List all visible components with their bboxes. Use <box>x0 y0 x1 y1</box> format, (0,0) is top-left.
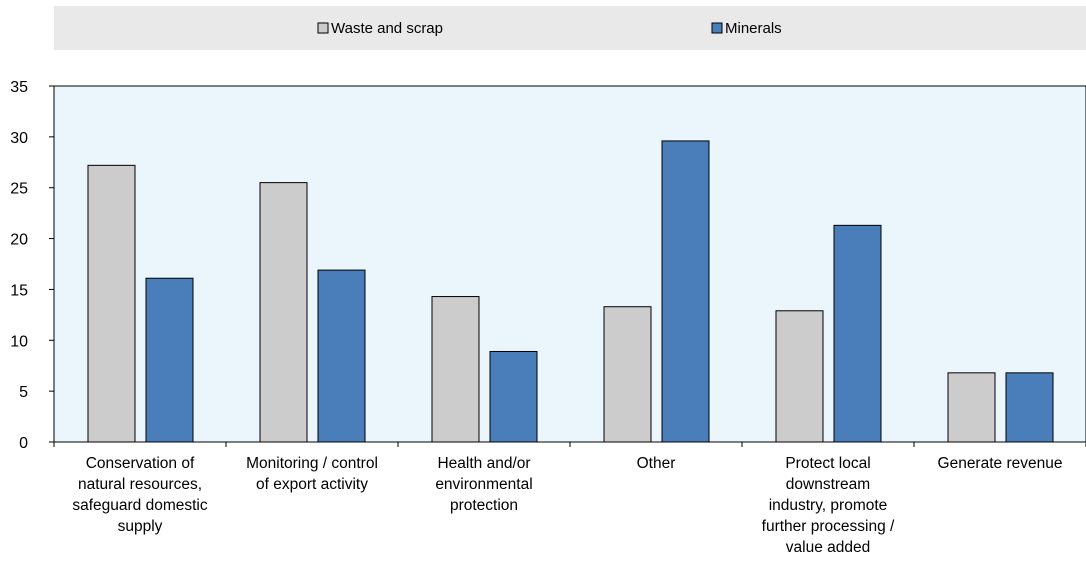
bar <box>431 296 480 443</box>
y-tick-label: 30 <box>10 130 28 147</box>
bars <box>87 140 1054 443</box>
x-category-label: Other <box>637 455 676 472</box>
bar <box>947 372 996 443</box>
y-tick-label: 5 <box>19 384 28 401</box>
x-category-label-line: environmental <box>435 476 532 493</box>
y-tick-label: 25 <box>10 181 28 198</box>
bar <box>1005 372 1054 443</box>
legend-label: Minerals <box>725 20 782 37</box>
x-category-label-line: natural resources, <box>78 476 202 493</box>
x-category-label-line: downstream <box>786 476 870 493</box>
x-category-label-line: value added <box>786 539 870 556</box>
y-tick-label: 15 <box>10 282 28 299</box>
y-tick-label: 20 <box>10 232 28 249</box>
bar <box>317 269 366 443</box>
x-category-label-line: of export activity <box>256 476 368 493</box>
bar <box>489 350 538 443</box>
bar <box>661 140 710 443</box>
x-category-label-line: supply <box>118 518 163 535</box>
bar <box>833 224 882 443</box>
plot-area <box>53 85 1086 443</box>
bar <box>87 164 136 443</box>
legend-swatch <box>711 22 723 34</box>
bar <box>145 277 194 443</box>
legend-label: Waste and scrap <box>331 20 443 37</box>
y-tick-label: 0 <box>19 435 28 452</box>
x-category-label-line: Protect local <box>785 455 870 472</box>
x-category-label-line: protection <box>450 497 518 514</box>
x-category-label: Health and/or environmental protection <box>435 455 532 514</box>
bar <box>259 182 308 443</box>
y-tick-label: 35 <box>10 79 28 96</box>
x-category-label: Protect local downstream industry, promote… <box>762 455 895 556</box>
x-category-label-line: safeguard domestic <box>72 497 208 514</box>
y-axis: 0 5 10 15 20 25 30 35 <box>10 79 54 452</box>
x-category-label-line: further processing / <box>762 518 895 535</box>
x-category-label-line: Generate revenue <box>938 455 1063 472</box>
x-category-label: Monitoring / control of export activity <box>246 455 378 493</box>
x-category-label-line: Health and/or <box>437 455 530 472</box>
x-category-label: Conservation of natural resources, safegua… <box>72 455 208 535</box>
x-category-label-line: Monitoring / control <box>246 455 378 472</box>
y-tick-label: 10 <box>10 333 28 350</box>
x-category-label-line: industry, promote <box>769 497 888 514</box>
bar <box>603 306 652 443</box>
legend-swatch <box>317 22 329 34</box>
legend: Waste and scrap Minerals <box>317 20 782 37</box>
x-category-label-line: Other <box>637 455 676 472</box>
x-category-label-line: Conservation of <box>86 455 195 472</box>
legend-box <box>54 6 1086 50</box>
bar <box>775 310 824 443</box>
x-axis: Conservation of natural resources, safegua… <box>53 442 1086 556</box>
x-category-label: Generate revenue <box>938 455 1063 472</box>
